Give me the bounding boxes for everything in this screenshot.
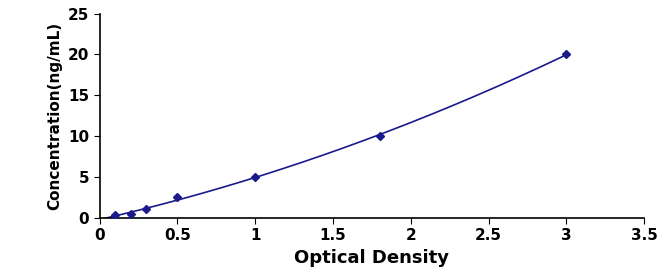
Y-axis label: Concentration(ng/mL): Concentration(ng/mL): [47, 21, 62, 210]
X-axis label: Optical Density: Optical Density: [294, 249, 450, 267]
